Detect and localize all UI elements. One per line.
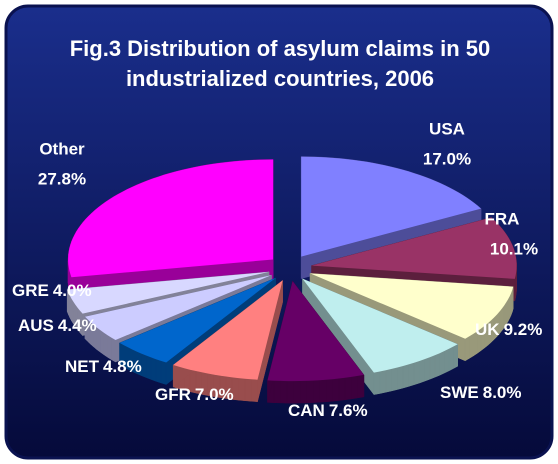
slice-side xyxy=(155,358,162,384)
slice-label: CAN 7.6% xyxy=(288,401,368,420)
slice-label: NET 4.8% xyxy=(65,357,142,376)
slice-side xyxy=(464,335,470,362)
slice-side xyxy=(332,378,340,402)
category-label: UK xyxy=(475,320,500,339)
slice-side xyxy=(286,380,294,404)
slice-side xyxy=(325,378,333,403)
value-label: 27.8% xyxy=(38,169,86,188)
slice xyxy=(301,156,481,257)
slice-label: AUS 4.4% xyxy=(18,316,97,335)
category-label: GRE xyxy=(12,281,49,300)
value-label: 8.0% xyxy=(483,383,522,402)
chart-title: Fig.3 Distribution of asylum claims in 5… xyxy=(69,36,491,91)
slice-side xyxy=(413,360,420,386)
slice-side xyxy=(397,365,404,390)
slice xyxy=(68,159,274,278)
category-label: SWE xyxy=(440,383,479,402)
value-label: 17.0% xyxy=(423,149,471,168)
slice-side xyxy=(439,350,445,376)
slice-side xyxy=(424,356,431,382)
slice-side xyxy=(499,307,503,335)
slice-side xyxy=(379,369,387,394)
slice-side xyxy=(419,358,425,384)
slice-side xyxy=(238,377,246,401)
slice-side xyxy=(373,371,381,395)
slice xyxy=(119,278,276,363)
slice xyxy=(302,278,458,373)
slice xyxy=(311,217,517,279)
slice-label: FRA xyxy=(485,209,520,228)
slice-label: UK 9.2% xyxy=(475,320,542,339)
slice xyxy=(310,273,514,339)
category-label: NET xyxy=(65,357,100,376)
value-label: 4.8% xyxy=(103,357,142,376)
slice-side xyxy=(385,368,392,393)
slice-side xyxy=(250,378,258,402)
category-label: CAN xyxy=(288,401,325,420)
slice-label: GFR 7.0% xyxy=(155,385,234,404)
slice-side xyxy=(244,378,252,402)
slice-side xyxy=(103,332,108,358)
slice-side xyxy=(160,360,167,385)
slice-side xyxy=(408,362,415,387)
slice-side xyxy=(434,352,440,378)
slice-side xyxy=(357,374,365,399)
category-label: GFR xyxy=(155,385,191,404)
slice-side xyxy=(280,380,288,404)
slice-side xyxy=(293,380,301,404)
value-label: 4.0% xyxy=(53,281,92,300)
value-label: 10.1% xyxy=(490,239,538,258)
slice-side xyxy=(391,367,398,392)
slice-side xyxy=(107,334,112,361)
slice xyxy=(67,271,269,314)
slice-side xyxy=(338,377,346,401)
slice-side xyxy=(141,353,147,378)
slice xyxy=(173,280,283,380)
value-label: 4.4% xyxy=(58,316,97,335)
slice-side xyxy=(448,346,454,372)
slice-side xyxy=(344,376,352,401)
slice-side xyxy=(351,375,358,400)
slice-side xyxy=(312,379,320,403)
slice-side xyxy=(453,343,458,369)
slice xyxy=(85,275,272,340)
slice-side xyxy=(150,357,157,382)
slice xyxy=(267,281,364,382)
slice-side xyxy=(402,364,409,389)
slice-side xyxy=(429,354,436,380)
slice-side xyxy=(319,379,327,403)
slice-label: GRE 4.0% xyxy=(12,281,92,300)
slice-side xyxy=(306,380,314,404)
value-label: 7.0% xyxy=(195,385,234,404)
slice-side xyxy=(299,380,307,404)
slice-side xyxy=(273,380,281,404)
value-label: 9.2% xyxy=(504,320,543,339)
slice-label: USA xyxy=(429,119,465,138)
slice-label: SWE 8.0% xyxy=(440,383,521,402)
category-label: AUS xyxy=(18,316,54,335)
slice-side xyxy=(444,348,450,374)
value-label: 7.6% xyxy=(329,401,368,420)
slice-label: Other xyxy=(39,139,85,158)
slice-side xyxy=(145,355,152,380)
slice-side xyxy=(469,333,474,359)
